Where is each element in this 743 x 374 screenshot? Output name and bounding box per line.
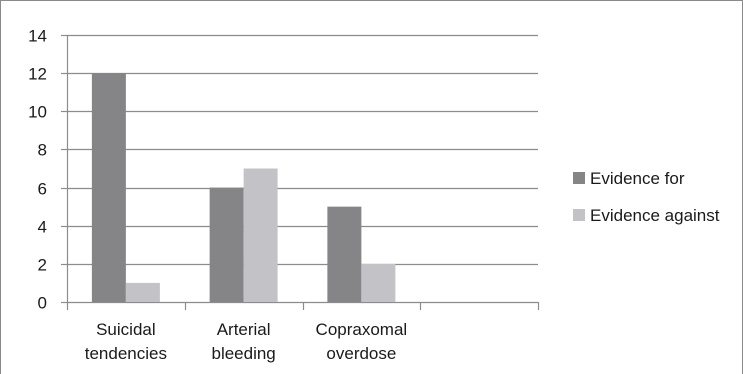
x-category-label: Copraxomal	[316, 320, 408, 339]
legend-swatch	[573, 209, 585, 221]
y-tick-labels: 0 2 4 6 8 10 12 14	[28, 27, 47, 313]
x-category-label: Arterial	[217, 320, 271, 339]
y-tick-label: 6	[38, 180, 47, 199]
x-category-labels: Suicidal tendencies Arterial bleeding Coprax…	[85, 320, 407, 363]
legend-label: Evidence for	[590, 169, 685, 188]
bar-evidence-against	[361, 263, 396, 302]
bars	[91, 73, 396, 303]
x-category-label: overdose	[326, 344, 396, 363]
y-tick-label: 12	[28, 65, 47, 84]
bar-evidence-for	[209, 187, 244, 302]
legend-label: Evidence against	[590, 206, 720, 225]
y-tick-label: 8	[38, 141, 47, 160]
x-category-label: bleeding	[211, 344, 275, 363]
bar-evidence-against	[125, 282, 160, 302]
gridlines	[67, 34, 538, 266]
y-tick-label: 4	[38, 218, 47, 237]
x-category-label: Suicidal	[96, 320, 156, 339]
y-tick-label: 0	[38, 294, 47, 313]
legend-swatch	[573, 172, 585, 184]
bar-evidence-for	[91, 73, 126, 303]
y-tick-label: 14	[28, 27, 47, 46]
y-tick-label: 10	[28, 103, 47, 122]
y-tick-label: 2	[38, 256, 47, 275]
bar-evidence-for	[327, 206, 362, 302]
bar-evidence-against	[243, 168, 278, 302]
x-category-label: tendencies	[85, 344, 167, 363]
axes	[61, 34, 540, 310]
legend: Evidence for Evidence against	[573, 169, 720, 225]
